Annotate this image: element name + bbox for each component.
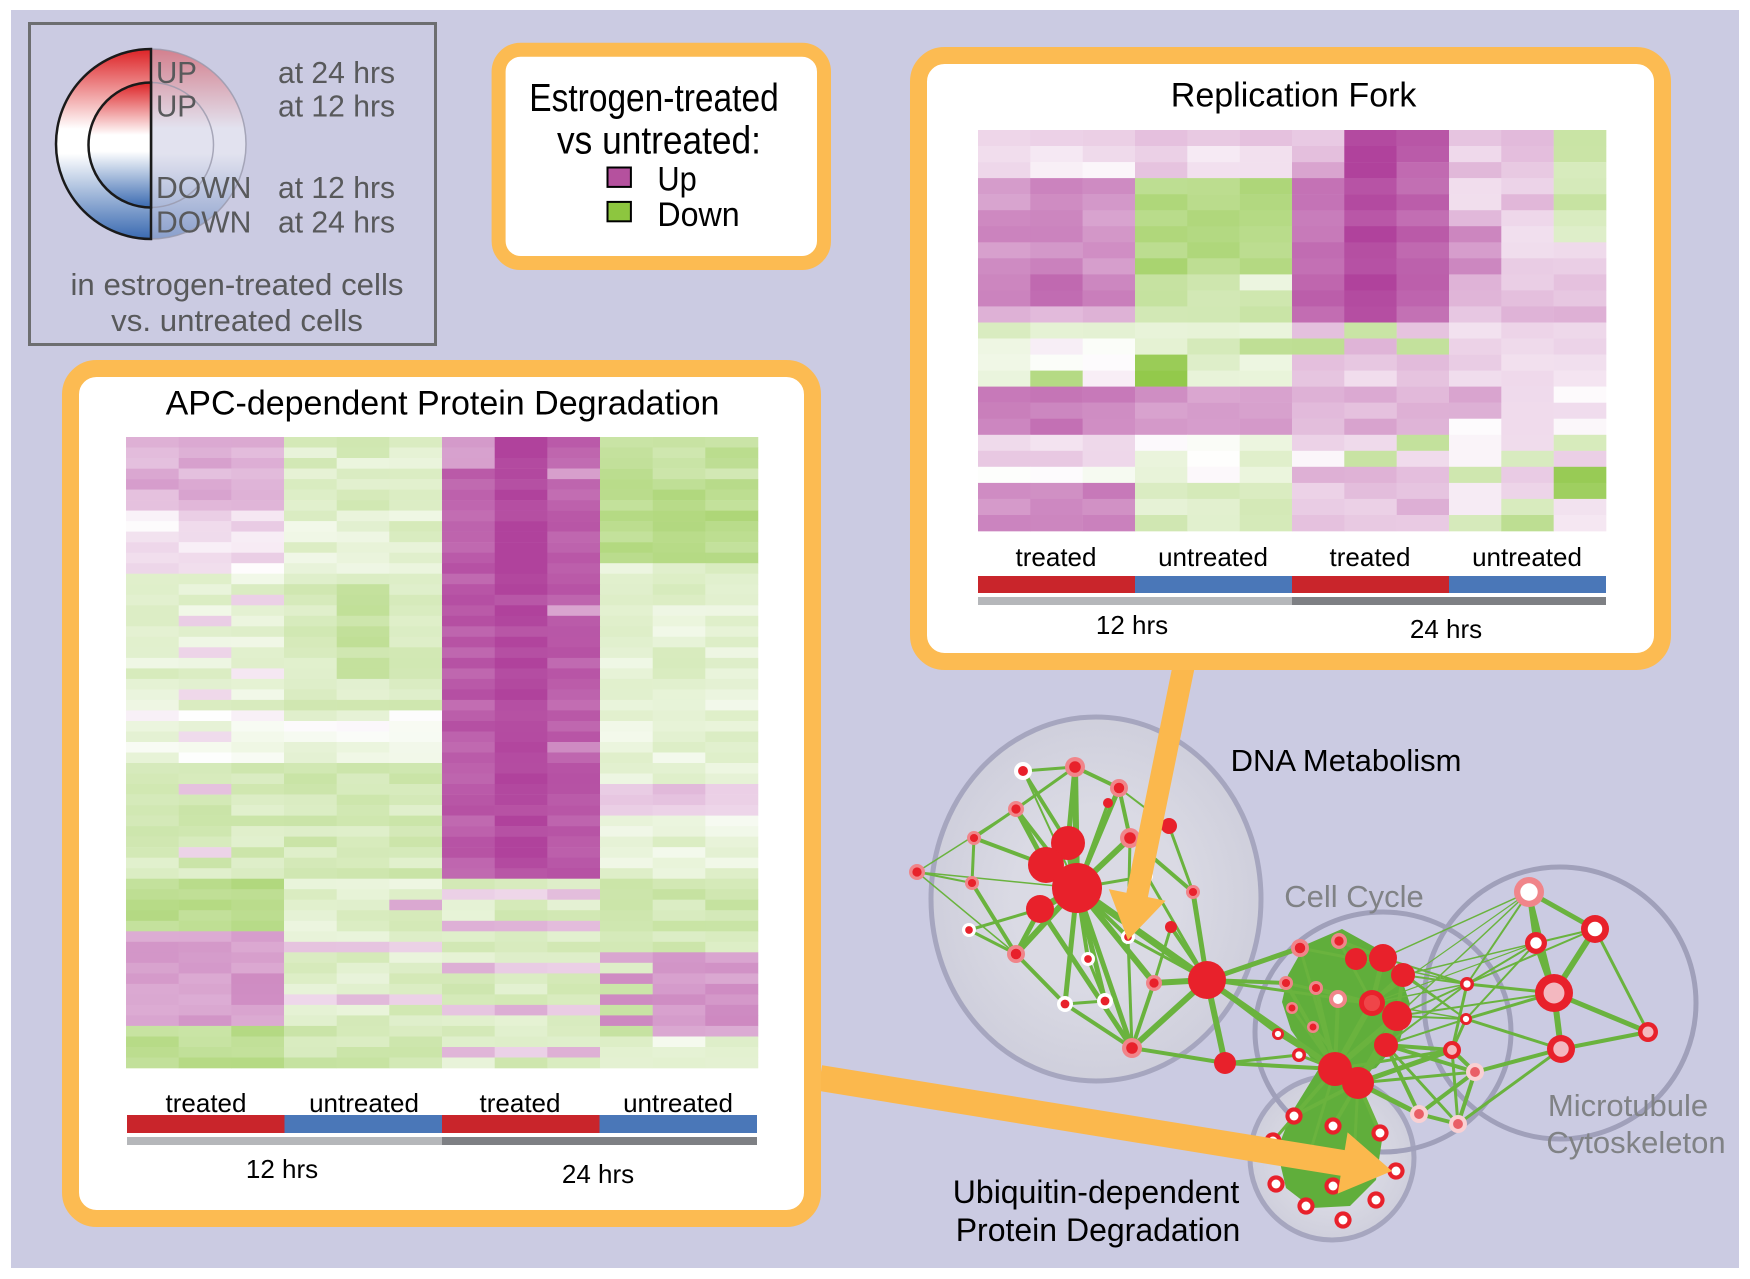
- svg-text:at 24 hrs: at 24 hrs: [278, 204, 395, 239]
- svg-text:24 hrs: 24 hrs: [562, 1159, 634, 1189]
- svg-text:Cell Cycle: Cell Cycle: [1284, 879, 1424, 914]
- svg-text:untreated: untreated: [1472, 542, 1582, 572]
- svg-text:in estrogen-treated cells: in estrogen-treated cells: [71, 267, 404, 302]
- svg-text:treated: treated: [1016, 542, 1097, 572]
- svg-text:Protein Degradation: Protein Degradation: [956, 1212, 1241, 1248]
- svg-text:Down: Down: [657, 196, 739, 234]
- svg-text:untreated: untreated: [623, 1088, 733, 1118]
- svg-text:treated: treated: [166, 1088, 247, 1118]
- svg-text:treated: treated: [480, 1088, 561, 1118]
- svg-text:at 12 hrs: at 12 hrs: [278, 88, 395, 123]
- svg-text:24 hrs: 24 hrs: [1410, 614, 1482, 644]
- svg-text:at 24 hrs: at 24 hrs: [278, 55, 395, 90]
- svg-text:12 hrs: 12 hrs: [246, 1154, 318, 1184]
- svg-text:Cytoskeleton: Cytoskeleton: [1546, 1125, 1725, 1160]
- svg-text:Microtubule: Microtubule: [1548, 1088, 1708, 1123]
- svg-text:Replication Fork: Replication Fork: [1171, 77, 1418, 115]
- svg-text:Ubiquitin-dependent: Ubiquitin-dependent: [953, 1174, 1240, 1210]
- svg-text:DNA Metabolism: DNA Metabolism: [1231, 743, 1462, 778]
- svg-text:Up: Up: [657, 160, 696, 198]
- svg-text:at 12 hrs: at 12 hrs: [278, 170, 395, 205]
- svg-text:treated: treated: [1330, 542, 1411, 572]
- svg-text:Estrogen-treated: Estrogen-treated: [529, 77, 778, 120]
- svg-text:DOWN: DOWN: [156, 170, 251, 205]
- svg-text:APC-dependent Protein Degradat: APC-dependent Protein Degradation: [166, 385, 720, 423]
- svg-text:vs untreated:: vs untreated:: [557, 120, 761, 163]
- svg-text:DOWN: DOWN: [156, 204, 251, 239]
- svg-text:UP: UP: [156, 88, 197, 123]
- svg-text:vs. untreated cells: vs. untreated cells: [111, 303, 363, 338]
- svg-text:12 hrs: 12 hrs: [1096, 610, 1168, 640]
- svg-text:untreated: untreated: [309, 1088, 419, 1118]
- svg-text:untreated: untreated: [1158, 542, 1268, 572]
- svg-text:UP: UP: [156, 55, 197, 90]
